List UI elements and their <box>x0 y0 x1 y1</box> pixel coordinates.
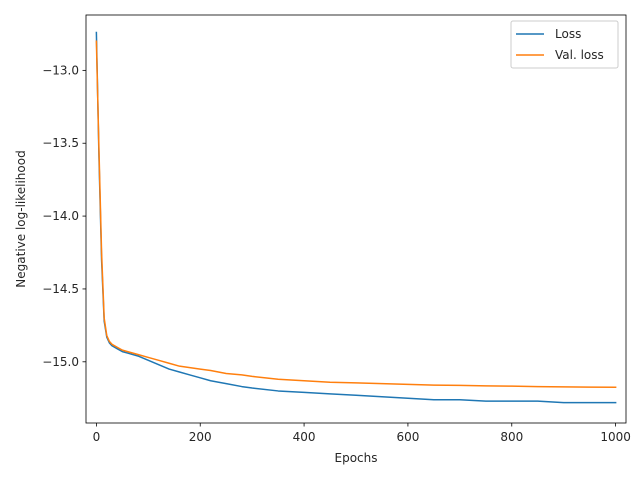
y-tick-label: −14.0 <box>42 209 79 223</box>
y-tick-label: −13.5 <box>42 136 79 150</box>
y-tick-label: −13.0 <box>42 63 79 77</box>
axes-layer: 0 200 400 600 800 1000 −13.0 −13.5 −14.0 −14.5 −15… <box>42 14 631 444</box>
legend-box <box>510 20 619 69</box>
x-tick-label: 0 <box>93 430 101 444</box>
plot-area <box>86 15 626 423</box>
axes-frame <box>85 14 627 424</box>
y-tick-label: −15.0 <box>42 355 79 369</box>
x-tick-label: 800 <box>500 430 523 444</box>
y-axis-title: Negative log-likelihood <box>14 150 28 287</box>
legend-label-val-loss: Val. loss <box>555 48 604 62</box>
series-line-val-loss <box>95 40 617 389</box>
series-layer <box>95 31 617 404</box>
legend-label-loss: Loss <box>555 27 581 41</box>
legend: Loss Val. loss <box>510 20 619 69</box>
x-tick-label: 1000 <box>600 430 631 444</box>
x-tick-label: 400 <box>293 430 316 444</box>
y-tick-label: −14.5 <box>42 282 79 296</box>
x-axis-title: Epochs <box>335 451 378 465</box>
x-tick-label: 600 <box>396 430 419 444</box>
x-tick-label: 200 <box>189 430 212 444</box>
series-line-loss <box>95 31 617 404</box>
